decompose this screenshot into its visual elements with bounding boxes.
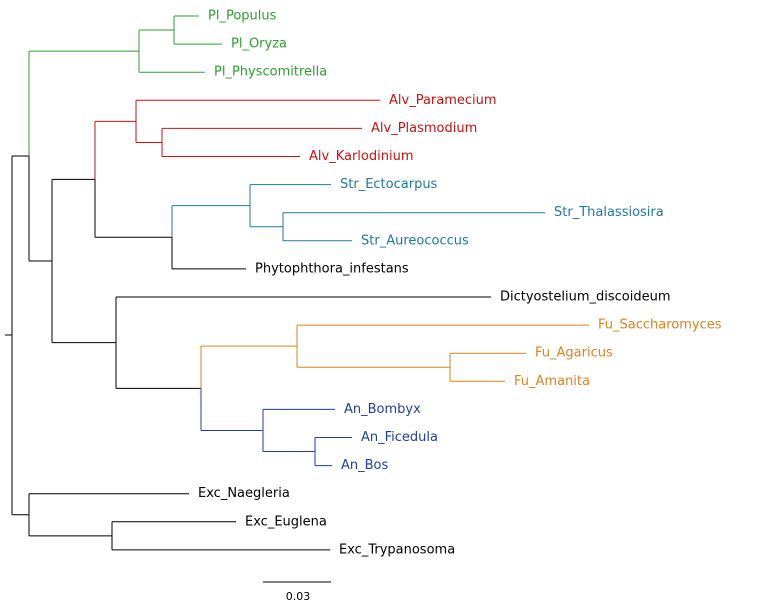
leaf-label: Exc_Naegleria [198, 486, 290, 501]
leaf-label: Fu_Amanita [514, 374, 590, 389]
leaf-label: Pl_Physcomitrella [214, 65, 327, 80]
leaf-label: Fu_Agaricus [535, 346, 613, 361]
leaf-label: Phytophthora_infestans [255, 261, 409, 276]
leaf-label: Alv_Karlodinium [309, 149, 414, 164]
leaf-label: Exc_Trypanosoma [339, 542, 455, 557]
leaf-label: Str_Aureococcus [361, 233, 469, 248]
leaf-label: Str_Ectocarpus [340, 177, 438, 192]
scale-label: 0.03 [286, 590, 311, 603]
leaf-label: An_Bombyx [344, 402, 421, 417]
leaf-label: An_Ficedula [361, 430, 438, 445]
leaf-label: Alv_Paramecium [389, 93, 497, 108]
leaf-label: Pl_Populus [208, 9, 277, 24]
leaf-label: An_Bos [341, 458, 389, 473]
leaf-label: Alv_Plasmodium [371, 121, 477, 136]
leaf-label: Str_Thalassiosira [554, 205, 664, 220]
leaf-label: Fu_Saccharomyces [598, 318, 722, 333]
leaf-label: Pl_Oryza [231, 37, 287, 52]
leaf-label: Exc_Euglena [245, 514, 327, 529]
leaf-label: Dictyostelium_discoideum [500, 290, 671, 305]
